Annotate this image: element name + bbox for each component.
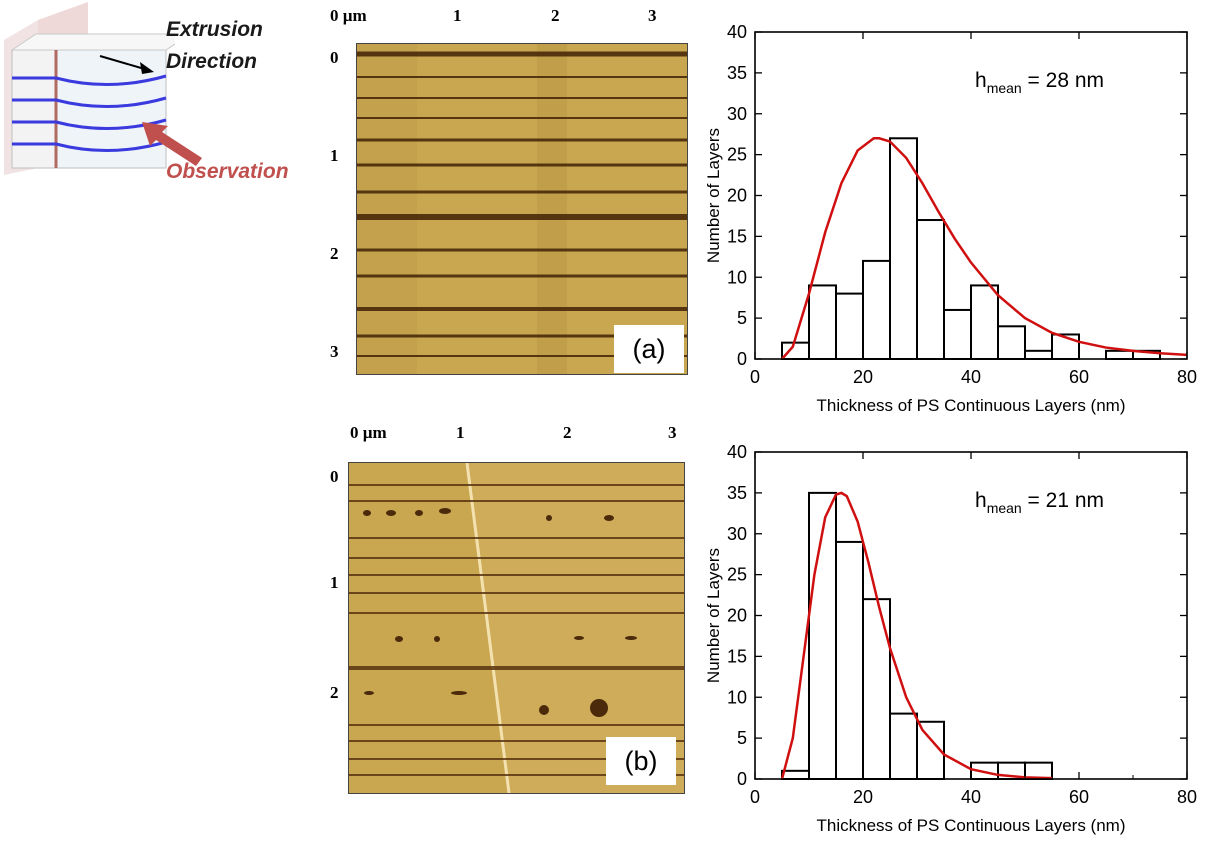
y-tick-label: 40 xyxy=(727,442,747,462)
afm-image-b xyxy=(348,462,685,794)
y-tick-label: 10 xyxy=(727,267,747,287)
extrusion-label-line2: Direction xyxy=(166,50,258,73)
afm-b-y-tick-0: 0 xyxy=(330,467,339,486)
histogram-bar xyxy=(862,598,891,780)
histogram-bar xyxy=(835,292,864,361)
histogram-bar xyxy=(1024,349,1053,361)
extrusion-label-line1: Extrusion xyxy=(166,18,263,41)
afm-a-x-tick-2: 2 xyxy=(551,6,560,25)
fit-curve xyxy=(780,491,1053,780)
extrusion-arrow xyxy=(99,55,154,74)
y-tick-label: 10 xyxy=(727,687,747,707)
y-tick-label: 30 xyxy=(727,524,747,544)
afm-a-y-tick-2: 2 xyxy=(330,244,339,263)
y-tick-label: 5 xyxy=(737,308,747,328)
afm-a-y-tick-1: 1 xyxy=(330,146,339,165)
histogram-bar xyxy=(808,284,837,360)
x-tick-label: 40 xyxy=(961,787,981,807)
afm-image-b-panel: 0 µm 1 2 3 0 1 2 xyxy=(318,415,710,805)
annotation-hmean: hmean = 21 nm xyxy=(975,489,1104,516)
y-tick-label: 35 xyxy=(727,63,747,83)
y-axis-label: Number of Layers xyxy=(704,128,723,263)
y-tick-label: 15 xyxy=(727,646,747,666)
afm-b-y-tick-1: 1 xyxy=(330,573,339,592)
histogram-bar xyxy=(916,219,945,360)
y-tick-label: 15 xyxy=(727,226,747,246)
histogram-bar xyxy=(1105,349,1134,361)
histogram-bar xyxy=(835,540,864,780)
observation-label: Observation xyxy=(166,160,289,183)
histogram-bar xyxy=(889,137,918,361)
afm-b-x-tick-1: 1 xyxy=(456,423,465,442)
afm-a-x-tick-0: 0 µm xyxy=(330,6,367,25)
afm-b-x-tick-3: 3 xyxy=(668,423,677,442)
afm-a-y-tick-3: 3 xyxy=(330,342,339,361)
fit-curve xyxy=(781,137,1188,360)
x-tick-label: 40 xyxy=(961,367,981,387)
afm-b-x-tick-0: 0 µm xyxy=(350,423,387,442)
afm-a-x-tick-3: 3 xyxy=(648,6,657,25)
afm-b-x-tick-2: 2 xyxy=(563,423,572,442)
y-tick-label: 30 xyxy=(727,104,747,124)
x-tick-label: 80 xyxy=(1177,787,1197,807)
x-axis-label: Thickness of PS Continuous Layers (nm) xyxy=(817,816,1126,835)
y-tick-label: 5 xyxy=(737,728,747,748)
afm-image-a xyxy=(356,43,688,375)
observation-arrow xyxy=(142,122,202,166)
y-tick-label: 20 xyxy=(727,606,747,626)
histogram-bar xyxy=(781,341,810,360)
histogram-bar xyxy=(970,284,999,360)
histogram-bar xyxy=(781,769,810,781)
y-tick-label: 0 xyxy=(737,349,747,369)
annotation-hmean: hmean = 28 nm xyxy=(975,69,1104,96)
y-tick-label: 35 xyxy=(727,483,747,503)
x-tick-label: 60 xyxy=(1069,367,1089,387)
afm-a-x-tick-1: 1 xyxy=(453,6,462,25)
histogram-bar xyxy=(997,325,1026,360)
afm-a-y-tick-0: 0 xyxy=(330,48,339,67)
afm-b-y-tick-2: 2 xyxy=(330,683,339,702)
y-tick-label: 25 xyxy=(727,145,747,165)
y-tick-label: 0 xyxy=(737,769,747,789)
schematic: Extrusion Direction Observation xyxy=(0,0,320,190)
histogram-chart-b: 0 20 40 60 80 0 5 10 15 20 25 30 35 40 Thickness of PS… xyxy=(704,442,1197,835)
x-tick-label: 80 xyxy=(1177,367,1197,387)
panel-label-b: (b) xyxy=(606,737,676,785)
x-tick-label: 0 xyxy=(750,787,760,807)
y-tick-label: 25 xyxy=(727,565,747,585)
histogram-bar xyxy=(943,308,972,361)
histogram-bar xyxy=(862,259,891,360)
histogram-bar xyxy=(889,712,918,781)
histogram-chart-a: 0 20 40 60 80 0 5 10 15 20 25 30 35 40 Thickness of PS… xyxy=(704,22,1197,415)
y-tick-label: 40 xyxy=(727,22,747,42)
afm-image-a-panel: 0 µm 1 2 3 0 1 2 3 xyxy=(318,0,710,390)
y-axis-label: Number of Layers xyxy=(704,548,723,683)
y-tick-label: 20 xyxy=(727,186,747,206)
x-tick-label: 60 xyxy=(1069,787,1089,807)
x-axis-label: Thickness of PS Continuous Layers (nm) xyxy=(817,396,1126,415)
x-tick-label: 20 xyxy=(853,367,873,387)
x-tick-label: 0 xyxy=(750,367,760,387)
panel-label-a: (a) xyxy=(614,325,684,373)
x-tick-label: 20 xyxy=(853,787,873,807)
